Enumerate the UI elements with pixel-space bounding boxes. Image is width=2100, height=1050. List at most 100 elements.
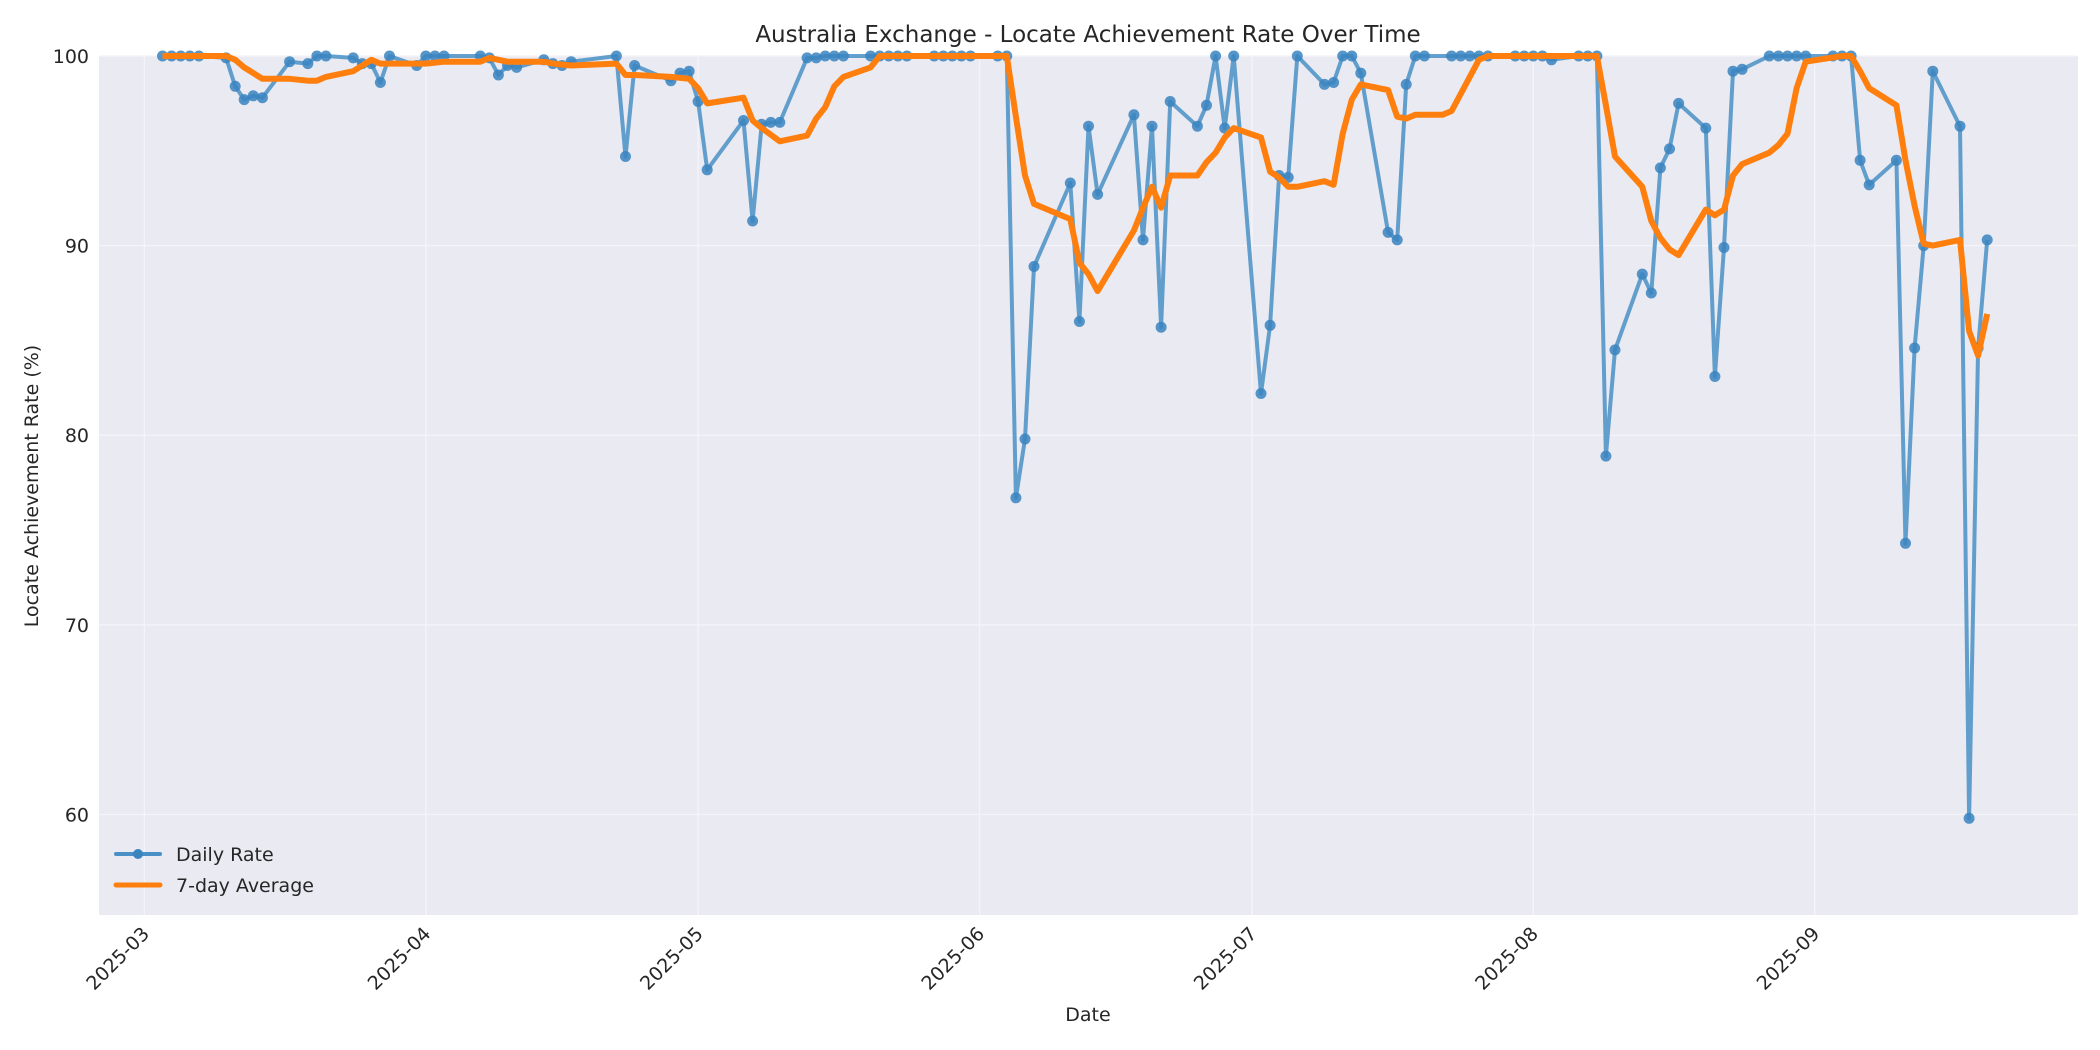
- x-tick-label: 2025-08: [1471, 923, 1543, 995]
- daily-rate-point: [810, 52, 822, 64]
- daily-rate-legend-marker-icon: [133, 849, 143, 859]
- daily-rate-point: [1228, 50, 1240, 62]
- daily-rate-point: [865, 50, 877, 62]
- daily-rate-point: [828, 50, 840, 62]
- daily-rate-point: [1346, 50, 1358, 62]
- x-tick-label: 2025-07: [1190, 923, 1262, 995]
- daily-rate-point: [1355, 67, 1367, 79]
- daily-rate-point: [1255, 388, 1267, 399]
- x-axis-ticks: 2025-03 2025-04 2025-05 2025-06 2025-07 2025-…: [82, 923, 1824, 995]
- seven-day-average-line: [162, 53, 1991, 359]
- legend-label-daily-rate: Daily Rate: [176, 844, 274, 866]
- daily-rate-point: [1791, 50, 1803, 62]
- x-tick-label: 2025-05: [636, 923, 708, 995]
- daily-rate-point: [1164, 96, 1176, 107]
- daily-rate-point: [1763, 50, 1775, 62]
- daily-rate-point: [1010, 492, 1022, 504]
- daily-rate-point: [1609, 344, 1621, 356]
- daily-rate-point: [738, 115, 749, 126]
- daily-rate-point: [801, 52, 813, 64]
- daily-rate-point: [1201, 99, 1212, 111]
- daily-rate-point: [1382, 226, 1394, 238]
- daily-rate-point: [1128, 109, 1140, 121]
- daily-rate-point: [1927, 65, 1939, 77]
- daily-rate-point: [1083, 120, 1094, 132]
- y-tick-label: 70: [65, 615, 89, 637]
- daily-rate-point: [1073, 316, 1085, 327]
- daily-rate-point: [311, 50, 323, 62]
- daily-rate-point: [1782, 50, 1793, 62]
- plot-area: [99, 56, 2078, 915]
- daily-rate-point: [1391, 234, 1403, 246]
- daily-rate-point: [774, 116, 786, 128]
- daily-rate-point: [1028, 261, 1040, 272]
- daily-rate-point: [1137, 234, 1149, 246]
- daily-rate-point: [247, 90, 259, 102]
- x-tick-label: 2025-06: [917, 923, 989, 995]
- daily-rate-point: [1636, 268, 1648, 280]
- daily-rate-point: [620, 151, 631, 162]
- daily-rate-point: [1954, 120, 1966, 132]
- daily-rate-point: [429, 50, 441, 62]
- daily-rate-point: [819, 50, 831, 62]
- daily-rate-point: [765, 116, 777, 128]
- daily-rate-point: [1645, 287, 1657, 299]
- daily-rate-point: [747, 215, 759, 227]
- daily-rate-point: [1146, 120, 1158, 132]
- daily-rate-point: [610, 50, 622, 62]
- daily-rate-point: [1981, 234, 1993, 246]
- chart-title: Australia Exchange - Locate Achievement …: [755, 22, 1420, 48]
- daily-rate-point: [1863, 179, 1875, 191]
- daily-rate-point: [238, 94, 250, 106]
- x-tick-label: 2025-09: [1753, 923, 1825, 995]
- daily-rate-point: [1092, 188, 1104, 200]
- daily-rate-point: [492, 69, 504, 81]
- daily-rate-point: [1418, 50, 1430, 62]
- daily-rate-point: [302, 58, 314, 70]
- x-tick-label: 2025-03: [82, 923, 154, 995]
- daily-rate-point: [1455, 50, 1467, 62]
- x-tick-label: 2025-04: [364, 923, 436, 995]
- daily-rate-point: [374, 77, 386, 88]
- y-tick-label: 100: [53, 46, 89, 68]
- y-tick-label: 90: [65, 236, 89, 258]
- daily-rate-point: [1963, 812, 1975, 824]
- daily-rate-point: [229, 80, 241, 92]
- daily-rate-point: [1210, 50, 1222, 62]
- daily-rate-point: [1909, 342, 1921, 354]
- daily-rate-point: [1319, 78, 1330, 90]
- daily-rate-point: [256, 92, 268, 104]
- seven-day-average-series: [162, 53, 1991, 359]
- daily-rate-point: [1664, 143, 1675, 155]
- daily-rate-point: [701, 164, 713, 176]
- daily-rate-point: [347, 52, 359, 64]
- daily-rate-point: [1409, 50, 1421, 62]
- daily-rate-point: [1718, 242, 1730, 253]
- legend-item-7-day-average: 7-day Average: [113, 875, 314, 897]
- daily-rate-point: [1727, 65, 1739, 77]
- daily-rate-point: [1673, 97, 1685, 109]
- y-tick-label: 60: [65, 804, 89, 826]
- daily-rate-point: [1464, 50, 1476, 62]
- daily-rate-point: [837, 50, 849, 62]
- daily-rate-point: [1191, 120, 1203, 132]
- x-axis-label: Date: [1065, 1004, 1110, 1026]
- daily-rate-point: [1854, 154, 1866, 166]
- daily-rate-point: [1654, 162, 1666, 174]
- daily-rate-point: [629, 60, 641, 71]
- daily-rate-point: [1264, 319, 1276, 331]
- daily-rate-point: [320, 50, 332, 62]
- daily-rate-point: [1328, 77, 1340, 88]
- daily-rate-point: [692, 96, 704, 107]
- legend-item-daily-rate: Daily Rate: [114, 844, 274, 866]
- daily-rate-point: [384, 50, 395, 62]
- daily-rate-point: [1900, 537, 1911, 549]
- daily-rate-point: [1291, 50, 1303, 62]
- daily-rate-point: [1600, 450, 1612, 462]
- daily-rate-point: [1019, 433, 1031, 445]
- daily-rate-point: [1400, 78, 1412, 90]
- legend: Daily Rate 7-day Average: [113, 844, 314, 897]
- daily-rate-point: [1736, 63, 1748, 75]
- daily-rate-point: [1337, 50, 1349, 62]
